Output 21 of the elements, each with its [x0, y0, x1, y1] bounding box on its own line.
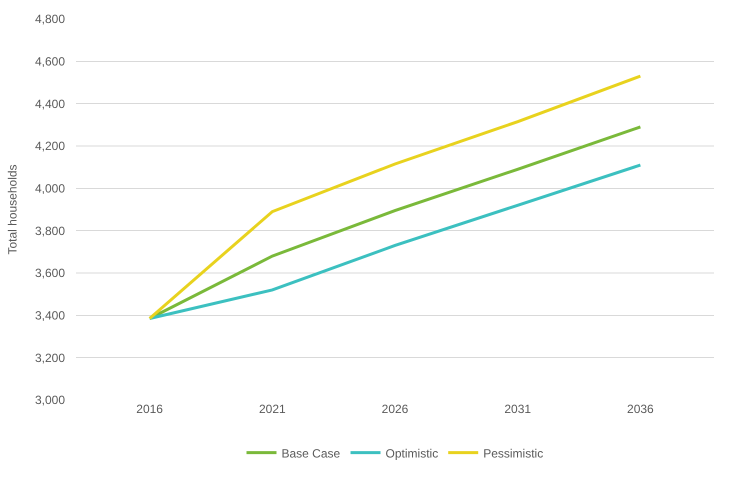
y-tick-label: 3,600 — [34, 266, 66, 280]
legend-label: Optimistic — [386, 446, 438, 460]
y-tick-label: 3,000 — [34, 393, 66, 408]
y-tick-label: 4,800 — [34, 12, 66, 26]
y-tick-label: 4,000 — [34, 182, 66, 196]
legend-label: Base Case — [282, 446, 341, 460]
x-tick-label: 2026 — [382, 402, 409, 416]
y-tick-label: 4,200 — [34, 139, 66, 154]
x-tick-label: 2021 — [258, 402, 286, 416]
y-tick-label: 4,600 — [34, 54, 66, 69]
legend-label: Pessimistic — [483, 446, 544, 460]
y-tick-label: 3,400 — [34, 308, 66, 323]
x-tick-label: 2036 — [627, 402, 654, 416]
y-tick-label: 3,200 — [34, 350, 66, 365]
x-tick-label: 2016 — [136, 402, 164, 416]
x-tick-label: 2031 — [504, 402, 532, 416]
y-tick-label: 3,800 — [34, 224, 66, 238]
line-series — [148, 164, 642, 320]
y-tick-label: 4,400 — [34, 96, 66, 111]
line-series — [148, 74, 642, 320]
y-axis-title: Total households — [5, 164, 20, 255]
